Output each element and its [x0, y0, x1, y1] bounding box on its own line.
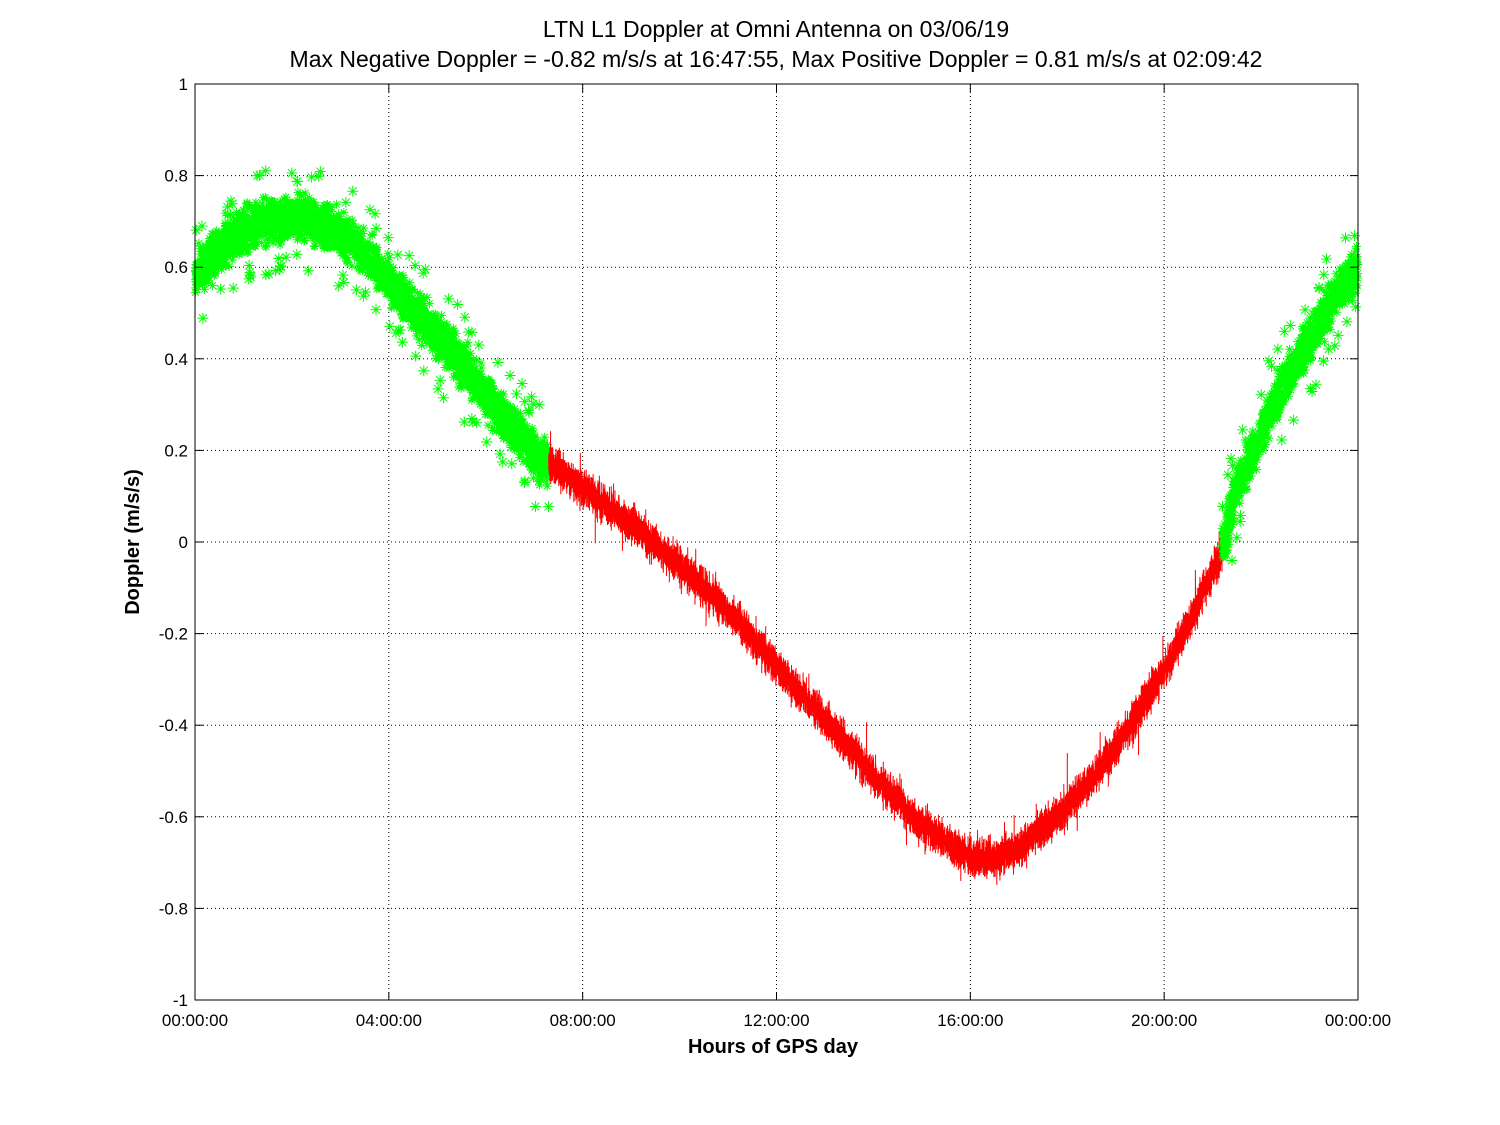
axis-ticks: 00:00:00 04:00:00 08:00:00 12:00:00 16:00:00…: [159, 75, 1391, 1030]
series-0-outliers: [190, 165, 555, 513]
x-tick-label: 00:00:00: [1325, 1011, 1391, 1030]
series-0-markers: [190, 165, 555, 513]
chart-subtitle: Max Negative Doppler = -0.82 m/s/s at 16…: [290, 46, 1263, 72]
y-tick-label: 0.6: [164, 258, 188, 277]
x-tick-label: 04:00:00: [356, 1011, 422, 1030]
chart-title: LTN L1 Doppler at Omni Antenna on 03/06/…: [543, 16, 1009, 42]
series-2-outliers: [1217, 230, 1362, 566]
y-tick-label: -0.2: [159, 625, 188, 644]
x-tick-label: 16:00:00: [937, 1011, 1003, 1030]
y-tick-label: 0.8: [164, 167, 188, 186]
y-axis-label: Doppler (m/s/s): [122, 469, 144, 615]
x-tick-label: 20:00:00: [1131, 1011, 1197, 1030]
series-1-line: [548, 431, 1223, 885]
series-2-markers: [1217, 230, 1363, 566]
y-tick-label: -0.4: [159, 716, 188, 735]
x-tick-label: 12:00:00: [743, 1011, 809, 1030]
y-tick-label: -1: [173, 991, 188, 1010]
series-1-noisy-line: [548, 431, 1223, 885]
series-2-markers: [1217, 241, 1363, 562]
y-tick-label: 0.2: [164, 441, 188, 460]
plot-frame-overlay: [194, 83, 1359, 1001]
x-axis-label: Hours of GPS day: [688, 1036, 859, 1058]
series-0-markers: [190, 187, 554, 491]
y-tick-label: 0.4: [164, 350, 188, 369]
data-series: [190, 165, 1363, 885]
y-tick-label: 0: [179, 533, 188, 552]
y-tick-label: -0.8: [159, 899, 188, 918]
y-tick-label: 1: [179, 75, 188, 94]
y-tick-label: -0.6: [159, 808, 188, 827]
x-tick-label: 08:00:00: [550, 1011, 616, 1030]
x-tick-label: 00:00:00: [162, 1011, 228, 1030]
